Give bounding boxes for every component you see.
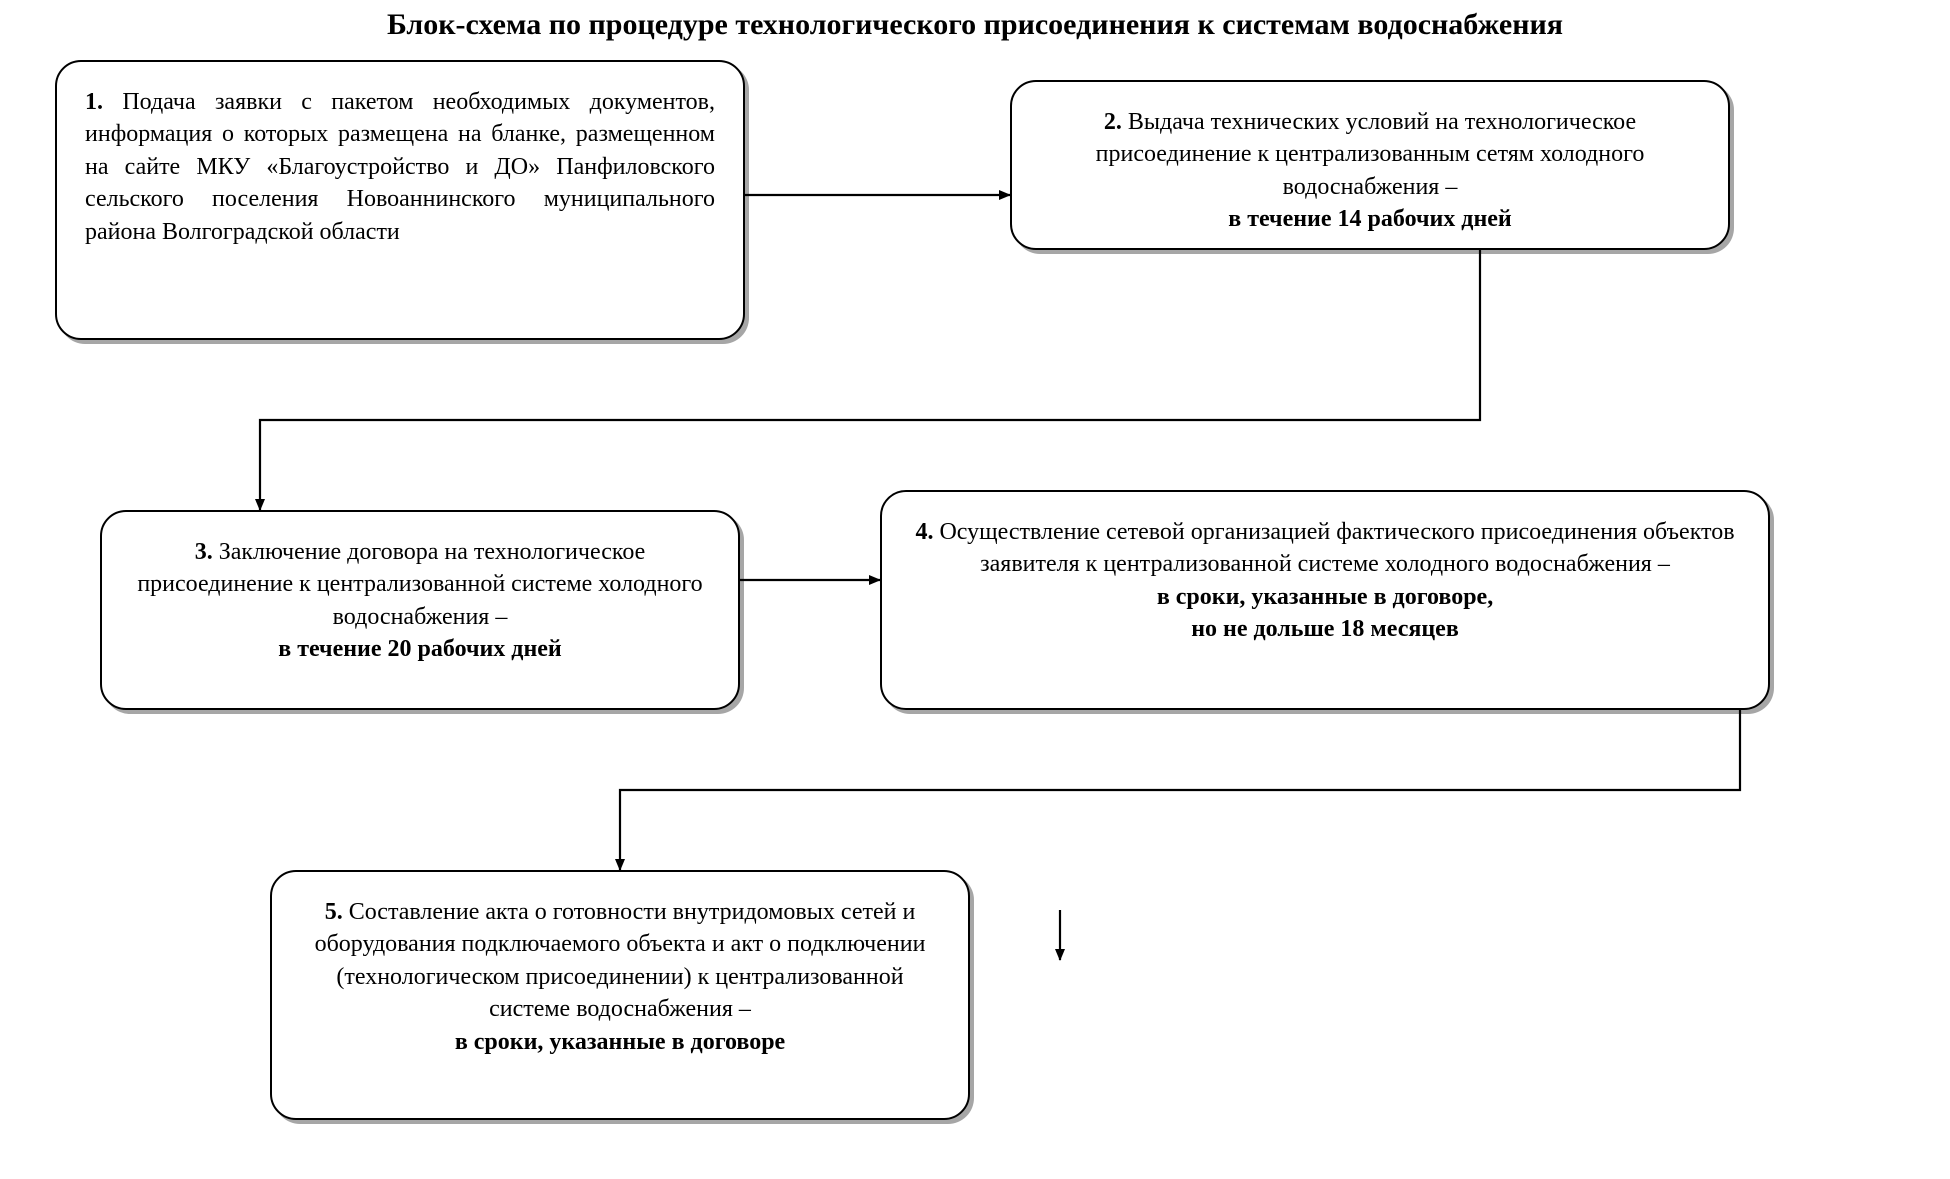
flowchart-canvas: Блок-схема по процедуре технологического… [0, 0, 1950, 1179]
node-number: 2. [1104, 109, 1122, 135]
node-bold: в течение 14 рабочих дней [1228, 206, 1512, 232]
node-text: Подача заявки с пакетом необходимых доку… [85, 89, 715, 245]
node-text: Осуществление сетевой организацией факти… [939, 519, 1734, 577]
node-number: 5. [325, 899, 343, 925]
flow-node-3: 3. Заключение договора на технологическо… [100, 510, 740, 710]
edge-4-5 [620, 710, 1740, 870]
node-bold: в сроки, указанные в договоре,но не доль… [1157, 584, 1493, 642]
flow-node-1: 1. Подача заявки с пакетом необходимых д… [55, 60, 745, 340]
diagram-title: Блок-схема по процедуре технологического… [0, 8, 1950, 42]
node-text: Заключение договора на технологическое п… [137, 539, 702, 630]
flow-node-5: 5. Составление акта о готовности внутрид… [270, 870, 970, 1120]
flow-node-4: 4. Осуществление сетевой организацией фа… [880, 490, 1770, 710]
node-number: 3. [195, 539, 213, 565]
node-number: 4. [915, 519, 933, 545]
node-bold: в сроки, указанные в договоре [455, 1029, 785, 1055]
node-number: 1. [85, 89, 103, 115]
node-text: Составление акта о готовности внутридомо… [315, 899, 926, 1022]
node-bold: в течение 20 рабочих дней [278, 636, 562, 662]
node-text: Выдача технических условий на технологич… [1096, 109, 1645, 200]
flow-node-2: 2. Выдача технических условий на техноло… [1010, 80, 1730, 250]
